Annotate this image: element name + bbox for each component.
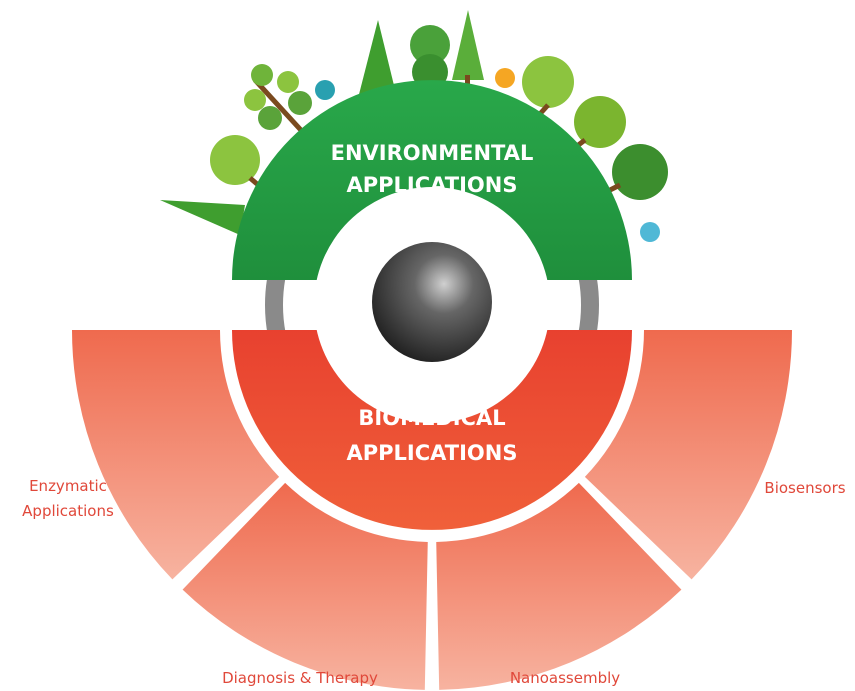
segment-label: Diagnosis & Therapy [222, 669, 378, 687]
top-label: ENVIRONMENTAL [331, 141, 534, 165]
segment-label: Applications [22, 502, 114, 520]
segment-label: Nanoassembly [510, 669, 620, 687]
middle-label: APPLICATIONS [347, 441, 518, 465]
middle-label: BIOMEDICAL [358, 406, 505, 430]
top-label: APPLICATIONS [347, 173, 518, 197]
segment-label: Enzymatic [29, 477, 107, 495]
diagram: ENVIRONMENTAL APPLICATIONS BIOMEDICAL AP… [0, 0, 855, 691]
nanoparticle [372, 242, 492, 362]
segment-label: Biosensors [764, 479, 845, 497]
